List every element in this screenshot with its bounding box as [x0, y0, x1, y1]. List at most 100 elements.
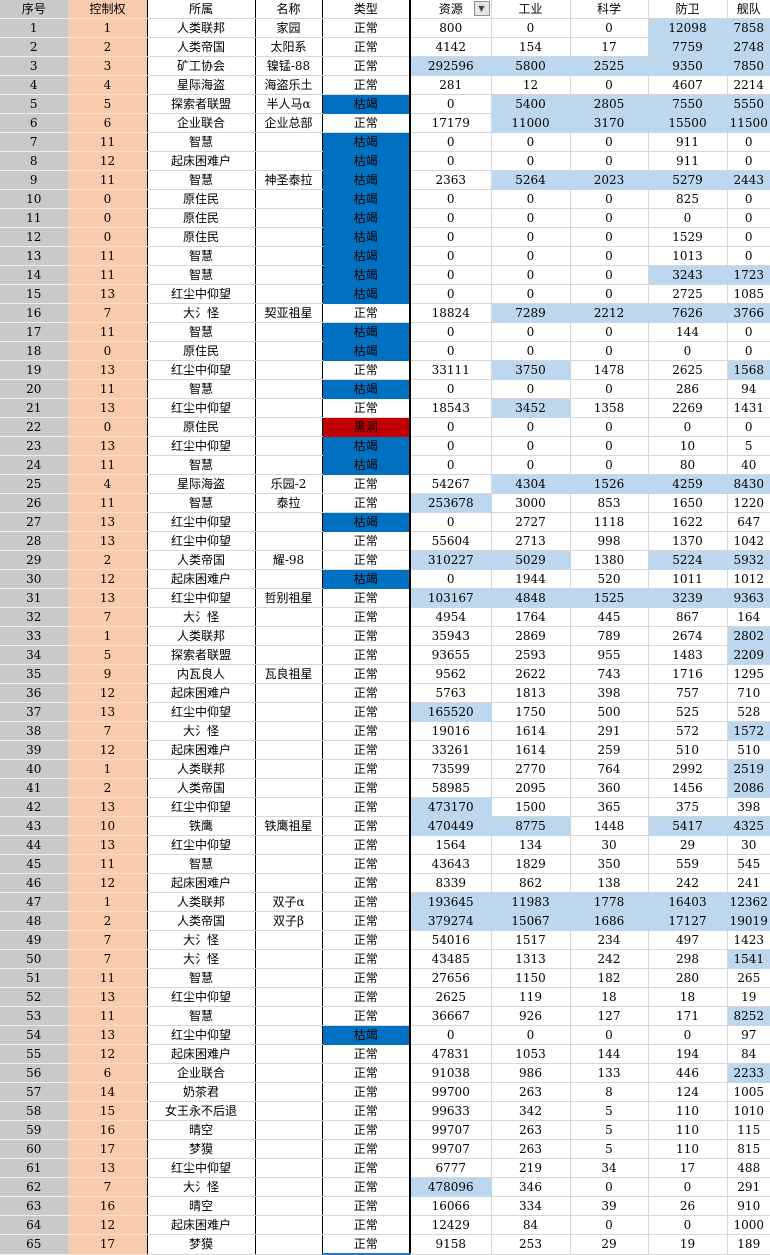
cell-owner[interactable]: 起床困难户 [147, 1044, 256, 1064]
cell-defense[interactable]: 0 [648, 208, 728, 228]
cell-industry[interactable]: 263 [491, 1120, 571, 1140]
cell-name[interactable] [255, 1139, 323, 1159]
cell-name[interactable] [255, 949, 323, 969]
cell-owner[interactable]: 原住民 [147, 208, 256, 228]
cell-resource[interactable]: 0 [410, 436, 492, 456]
cell-name[interactable] [255, 1006, 323, 1026]
cell-resource[interactable]: 5763 [410, 683, 492, 703]
cell-type[interactable]: 正常 [322, 588, 411, 608]
cell-industry[interactable]: 2095 [491, 778, 571, 798]
cell-science[interactable]: 133 [570, 1063, 649, 1083]
cell-science[interactable]: 0 [570, 227, 649, 247]
cell-owner[interactable]: 红尘中仰望 [147, 702, 256, 722]
cell-type[interactable]: 正常 [322, 987, 411, 1007]
cell-fleet[interactable]: 0 [727, 132, 770, 152]
cell-name[interactable] [255, 873, 323, 893]
cell-type[interactable]: 枯竭 [322, 151, 411, 171]
cell-control[interactable]: 7 [68, 949, 148, 969]
cell-defense[interactable]: 7550 [648, 94, 728, 114]
cell-type[interactable]: 正常 [322, 778, 411, 798]
cell-owner[interactable]: 起床困难户 [147, 873, 256, 893]
cell-defense[interactable]: 572 [648, 721, 728, 741]
cell-owner[interactable]: 大氵怪 [147, 303, 256, 323]
cell-fleet[interactable]: 40 [727, 455, 770, 475]
cell-fleet[interactable]: 5 [727, 436, 770, 456]
cell-name[interactable] [255, 1234, 323, 1255]
cell-resource[interactable]: 0 [410, 227, 492, 247]
cell-resource[interactable]: 2363 [410, 170, 492, 190]
cell-defense[interactable]: 110 [648, 1120, 728, 1140]
cell-resource[interactable]: 17179 [410, 113, 492, 133]
cell-type[interactable]: 枯竭 [322, 1025, 411, 1045]
cell-industry[interactable]: 3452 [491, 398, 571, 418]
cell-index[interactable]: 7 [0, 132, 69, 152]
cell-resource[interactable]: 18543 [410, 398, 492, 418]
cell-science[interactable]: 520 [570, 569, 649, 589]
cell-control[interactable]: 11 [68, 132, 148, 152]
cell-resource[interactable]: 310227 [410, 550, 492, 570]
cell-defense[interactable]: 867 [648, 607, 728, 627]
cell-index[interactable]: 63 [0, 1196, 69, 1216]
cell-control[interactable]: 12 [68, 569, 148, 589]
cell-fleet[interactable]: 1085 [727, 284, 770, 304]
cell-industry[interactable]: 0 [491, 322, 571, 342]
cell-defense[interactable]: 1456 [648, 778, 728, 798]
cell-type[interactable]: 正常 [322, 1120, 411, 1140]
cell-defense[interactable]: 0 [648, 1177, 728, 1197]
cell-industry[interactable]: 1614 [491, 721, 571, 741]
cell-fleet[interactable]: 2214 [727, 75, 770, 95]
cell-fleet[interactable]: 11500 [727, 113, 770, 133]
cell-type[interactable]: 正常 [322, 911, 411, 931]
cell-control[interactable]: 13 [68, 398, 148, 418]
cell-industry[interactable]: 15067 [491, 911, 571, 931]
cell-science[interactable]: 34 [570, 1158, 649, 1178]
cell-science[interactable]: 259 [570, 740, 649, 760]
cell-resource[interactable]: 8339 [410, 873, 492, 893]
cell-control[interactable]: 13 [68, 1158, 148, 1178]
cell-fleet[interactable]: 1723 [727, 265, 770, 285]
cell-defense[interactable]: 12098 [648, 18, 728, 38]
cell-fleet[interactable]: 7850 [727, 56, 770, 76]
cell-control[interactable]: 12 [68, 151, 148, 171]
cell-type[interactable]: 正常 [322, 18, 411, 38]
cell-industry[interactable]: 2727 [491, 512, 571, 532]
cell-defense[interactable]: 242 [648, 873, 728, 893]
cell-control[interactable]: 7 [68, 721, 148, 741]
cell-science[interactable]: 1525 [570, 588, 649, 608]
cell-industry[interactable]: 219 [491, 1158, 571, 1178]
cell-owner[interactable]: 起床困难户 [147, 683, 256, 703]
cell-fleet[interactable]: 8430 [727, 474, 770, 494]
cell-index[interactable]: 59 [0, 1120, 69, 1140]
cell-index[interactable]: 53 [0, 1006, 69, 1026]
cell-fleet[interactable]: 1010 [727, 1101, 770, 1121]
cell-resource[interactable]: 0 [410, 208, 492, 228]
cell-industry[interactable]: 0 [491, 265, 571, 285]
cell-control[interactable]: 12 [68, 683, 148, 703]
cell-index[interactable]: 28 [0, 531, 69, 551]
cell-control[interactable]: 11 [68, 968, 148, 988]
cell-fleet[interactable]: 30 [727, 835, 770, 855]
cell-control[interactable]: 7 [68, 607, 148, 627]
cell-defense[interactable]: 286 [648, 379, 728, 399]
cell-science[interactable]: 789 [570, 626, 649, 646]
cell-index[interactable]: 29 [0, 550, 69, 570]
cell-control[interactable]: 11 [68, 170, 148, 190]
cell-name[interactable]: 哲别祖星 [255, 588, 323, 608]
cell-defense[interactable]: 7626 [648, 303, 728, 323]
cell-resource[interactable]: 292596 [410, 56, 492, 76]
cell-owner[interactable]: 红尘中仰望 [147, 398, 256, 418]
cell-defense[interactable]: 171 [648, 1006, 728, 1026]
cell-owner[interactable]: 女王永不后退 [147, 1101, 256, 1121]
cell-science[interactable]: 764 [570, 759, 649, 779]
cell-defense[interactable]: 2625 [648, 360, 728, 380]
cell-owner[interactable]: 人类联邦 [147, 759, 256, 779]
cell-resource[interactable]: 800 [410, 18, 492, 38]
cell-industry[interactable]: 0 [491, 132, 571, 152]
cell-industry[interactable]: 12 [491, 75, 571, 95]
cell-fleet[interactable]: 164 [727, 607, 770, 627]
cell-defense[interactable]: 144 [648, 322, 728, 342]
cell-name[interactable] [255, 930, 323, 950]
cell-owner[interactable]: 红尘中仰望 [147, 284, 256, 304]
cell-industry[interactable]: 7289 [491, 303, 571, 323]
cell-fleet[interactable]: 12362 [727, 892, 770, 912]
